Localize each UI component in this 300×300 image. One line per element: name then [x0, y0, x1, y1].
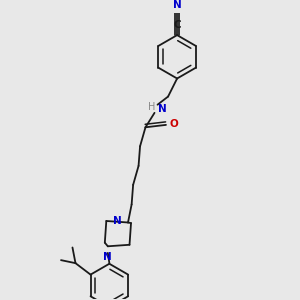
Text: N: N: [173, 0, 182, 10]
Text: N: N: [103, 252, 111, 262]
Text: O: O: [170, 119, 178, 129]
Text: H: H: [148, 102, 155, 112]
Text: N: N: [112, 216, 122, 226]
Text: N: N: [158, 104, 167, 114]
Text: C: C: [173, 20, 181, 30]
